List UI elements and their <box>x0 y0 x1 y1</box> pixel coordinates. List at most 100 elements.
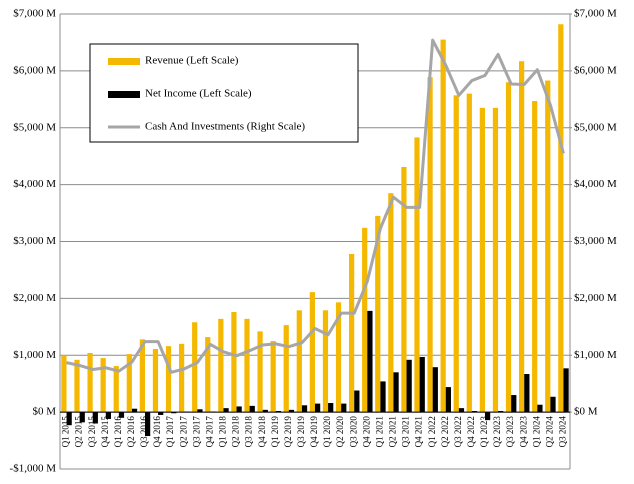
x-tick-label: Q1 2015 <box>61 416 71 448</box>
x-tick-label: Q3 2016 <box>139 416 149 448</box>
y2-tick-label: $3,000 M <box>574 235 617 247</box>
x-tick-label: Q1 2017 <box>165 416 175 448</box>
x-tick-label: Q2 2022 <box>440 416 450 447</box>
bar <box>131 408 138 413</box>
x-tick-label: Q3 2023 <box>505 416 515 448</box>
y-tick-label: $6,000 M <box>13 64 56 76</box>
x-tick-label: Q3 2024 <box>558 416 568 448</box>
bar <box>315 403 321 413</box>
y-tick-label: $0 M <box>32 406 56 418</box>
bar <box>61 355 67 413</box>
x-tick-label: Q2 2015 <box>74 416 84 448</box>
bar <box>388 193 394 413</box>
bar <box>66 412 72 426</box>
bar <box>524 374 530 413</box>
legend-swatch <box>108 58 140 65</box>
x-tick-label: Q3 2020 <box>348 416 358 448</box>
bar <box>492 107 499 413</box>
x-tick-label: Q1 2022 <box>427 416 437 447</box>
bar <box>249 405 255 413</box>
bar <box>244 318 250 413</box>
y2-tick-label: $2,000 M <box>574 292 617 304</box>
bar <box>367 310 373 413</box>
legend-label: Cash And Investments (Right Scale) <box>145 121 305 133</box>
y-tick-label: $5,000 M <box>13 121 56 133</box>
bar <box>427 77 433 413</box>
x-tick-label: Q3 2015 <box>87 416 97 448</box>
bar <box>453 95 459 413</box>
x-tick-label: Q2 2023 <box>492 416 502 448</box>
y2-tick-label: $5,000 M <box>574 121 617 133</box>
bar <box>532 101 538 413</box>
bar <box>406 359 412 413</box>
bar <box>218 318 224 413</box>
bar <box>205 337 211 413</box>
x-tick-label: Q4 2020 <box>361 416 371 448</box>
bar <box>485 412 491 421</box>
bar <box>440 39 446 413</box>
bar <box>236 406 242 413</box>
bar <box>349 254 355 413</box>
y-tick-label: $1,000 M <box>13 349 56 361</box>
bar <box>362 227 368 413</box>
bar <box>301 405 308 413</box>
bar <box>354 390 360 413</box>
bar <box>74 359 80 413</box>
bar <box>479 107 485 413</box>
bar <box>537 404 543 413</box>
x-tick-label: Q4 2015 <box>100 416 110 448</box>
y-tick-label: $3,000 M <box>13 235 56 247</box>
x-tick-label: Q3 2019 <box>296 416 306 448</box>
bar <box>375 215 381 413</box>
bar <box>158 412 164 415</box>
bar <box>545 80 551 413</box>
y2-tick-label: $4,000 M <box>574 178 617 190</box>
legend-swatch <box>108 91 140 98</box>
bar <box>288 409 295 413</box>
x-tick-label: Q1 2019 <box>270 416 280 448</box>
y2-tick-label: $6,000 M <box>574 64 617 76</box>
bar <box>558 24 564 413</box>
x-tick-label: Q1 2024 <box>531 416 541 448</box>
bar <box>105 412 111 419</box>
bar <box>113 366 119 413</box>
bar <box>87 352 93 413</box>
bar <box>231 312 237 413</box>
x-tick-label: Q2 2016 <box>126 416 136 448</box>
bar <box>79 412 85 423</box>
x-tick-label: Q2 2017 <box>178 416 188 448</box>
y-tick-label: $4,000 M <box>13 178 56 190</box>
bar <box>322 310 329 413</box>
x-tick-label: Q4 2016 <box>152 416 162 448</box>
bar <box>432 367 438 413</box>
bar <box>414 137 420 413</box>
bar <box>223 408 229 413</box>
x-tick-label: Q1 2020 <box>322 416 332 448</box>
y-tick-label: $7,000 M <box>13 8 56 20</box>
bar <box>152 348 159 413</box>
y-tick-label: $2,000 M <box>13 292 56 304</box>
x-tick-label: Q3 2017 <box>191 416 201 448</box>
bar <box>257 331 263 413</box>
y2-tick-label: $7,000 M <box>574 8 617 20</box>
bar <box>550 396 556 413</box>
x-tick-label: Q4 2019 <box>309 416 319 448</box>
x-tick-label: Q4 2023 <box>518 416 528 448</box>
bar <box>118 412 125 418</box>
bar <box>419 356 425 413</box>
bar <box>92 412 98 424</box>
bar <box>511 395 517 413</box>
x-tick-label: Q1 2023 <box>479 416 489 448</box>
bar <box>393 372 399 413</box>
bar <box>275 410 281 413</box>
bar <box>563 368 569 413</box>
x-tick-label: Q1 2016 <box>113 416 123 448</box>
bar <box>192 322 198 413</box>
bar <box>270 341 276 413</box>
bar <box>341 403 347 413</box>
bar <box>296 310 302 413</box>
x-tick-label: Q1 2018 <box>218 416 228 448</box>
x-tick-label: Q2 2021 <box>388 416 398 447</box>
legend-label: Revenue (Left Scale) <box>145 55 239 67</box>
bar <box>139 339 145 413</box>
